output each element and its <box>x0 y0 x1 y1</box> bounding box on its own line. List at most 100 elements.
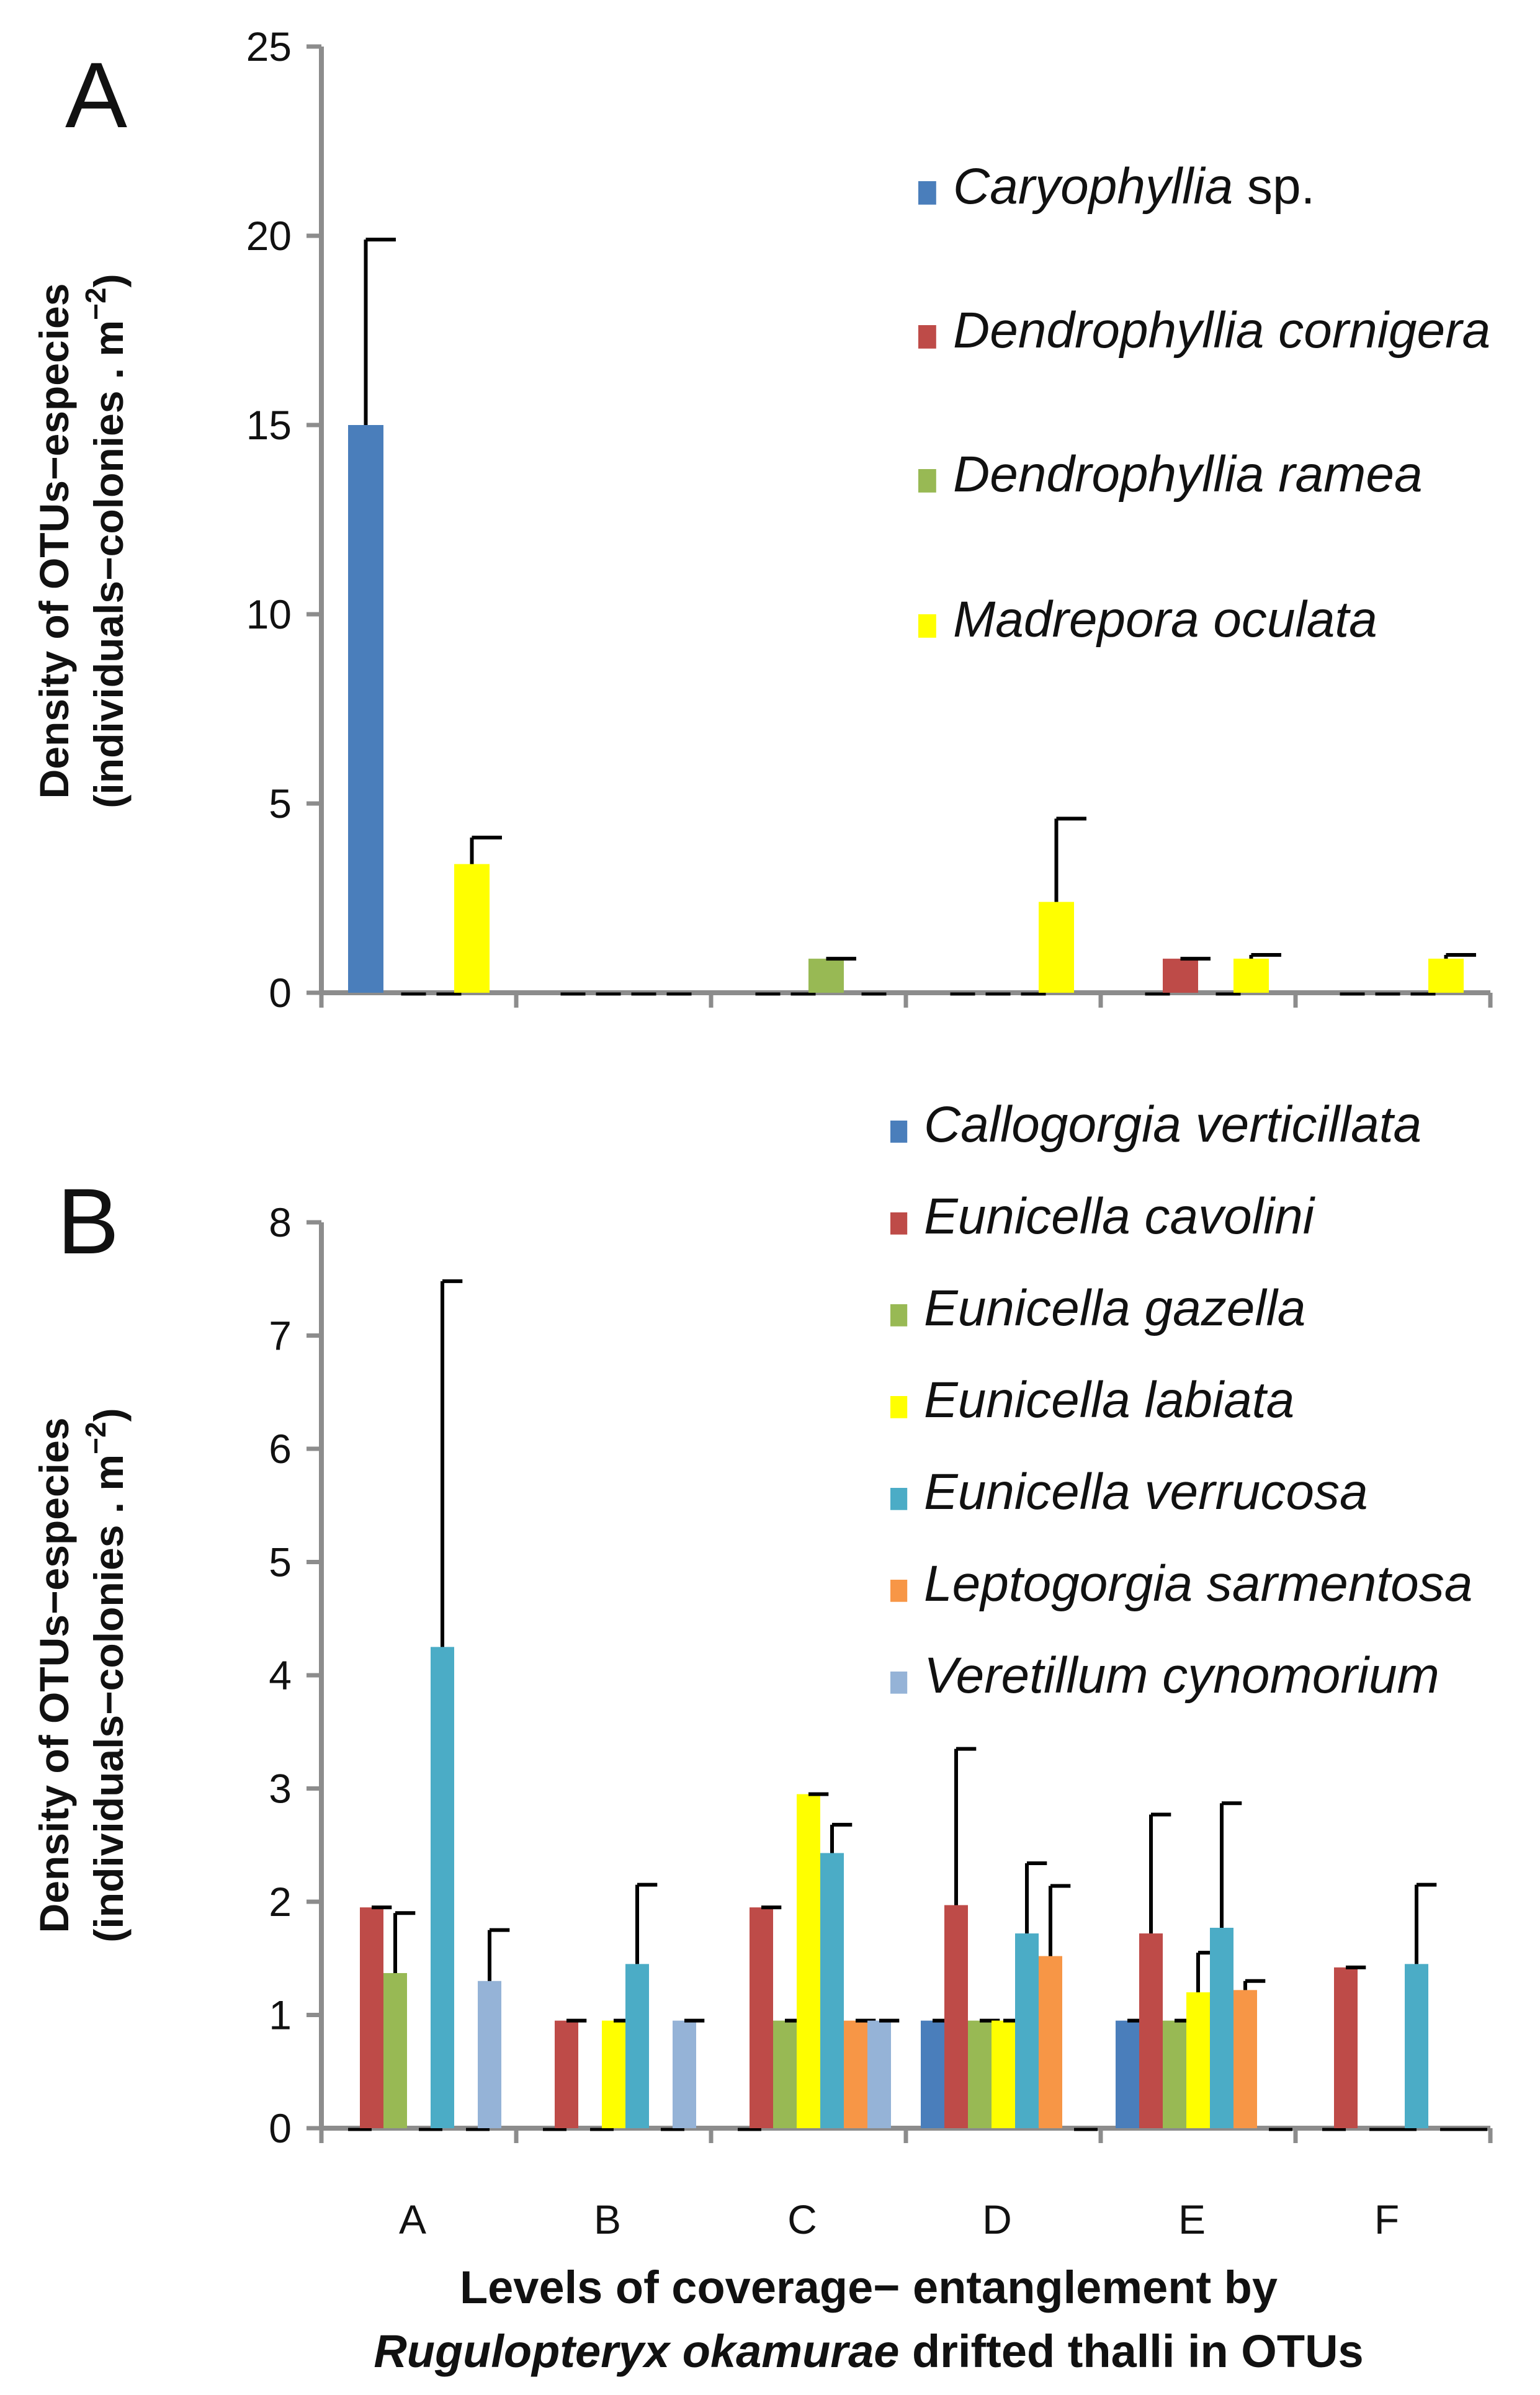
panel-b-bar-eunicella-gazella-d <box>968 2020 992 2128</box>
panel-a-legend-label: Caryophyllia sp. <box>953 158 1315 215</box>
panel-a-bars <box>348 238 1476 996</box>
panel-b-y-tick-label: 5 <box>269 1539 292 1585</box>
panel-b-legend-swatch <box>890 1396 908 1418</box>
x-axis-label-rest: drifted thalli in OTUs <box>899 2326 1363 2377</box>
panel-b-bar-eunicella-verrucosa-f <box>1405 1964 1428 2128</box>
x-tick-label-f: F <box>1374 2196 1399 2242</box>
panel-b-bars <box>348 1279 1487 2131</box>
panel-b-bar-eunicella-labiata-d <box>992 2020 1015 2128</box>
panel-b-legend-swatch <box>890 1212 908 1235</box>
panel-a-y-axis-label: Density of OTUs−especies (individuals−co… <box>31 274 132 808</box>
panel-b-legend-swatch <box>890 1488 908 1510</box>
panel-b-legend-label: Eunicella labiata <box>924 1372 1294 1428</box>
panel-b-bar-veretillum-cynomorium-a <box>478 1981 501 2128</box>
panel-a-y-label-line2: (individuals−colonies . m−2) <box>79 274 132 808</box>
panel-b-legend-label: Veretillum cynomorium <box>924 1647 1439 1704</box>
panel-a-legend-label: Dendrophyllia cornigera <box>953 302 1490 359</box>
panel-b-y-label-exponent: −2 <box>79 1421 112 1454</box>
panel-a-y-tick-label: 0 <box>269 970 292 1016</box>
panel-b-legend-swatch <box>890 1121 908 1143</box>
panel-b-legend-species: Eunicella labiata <box>924 1372 1294 1428</box>
panel-b-chart: B Density of OTUs−especies (individuals−… <box>31 1096 1493 2377</box>
panel-b-x-tick-labels: A B C D E F <box>399 2196 1399 2242</box>
panel-b-bar-leptogorgia-sarmentosa-d <box>1039 1956 1062 2128</box>
panel-b-legend-label: Eunicella verrucosa <box>924 1464 1368 1520</box>
panel-b-legend-species: Veretillum cynomorium <box>924 1647 1439 1704</box>
panel-b-bar-callogorgia-verticillata-e <box>1116 2020 1139 2128</box>
panel-b-legend-label: Callogorgia verticillata <box>924 1096 1421 1153</box>
panel-a-bar-madrepora-oculata-d <box>1039 902 1074 993</box>
panel-b-y-tick-label: 8 <box>269 1199 292 1245</box>
panel-b-y-tick-label: 6 <box>269 1426 292 1472</box>
panel-b-bar-eunicella-cavolini-f <box>1334 1967 1358 2128</box>
panel-b-legend-swatch <box>890 1580 908 1602</box>
x-tick-label-e: E <box>1178 2196 1206 2242</box>
panel-a-y-tick-label: 25 <box>246 24 292 69</box>
panel-b-y-tick-label: 2 <box>269 1879 292 1925</box>
x-axis-label-species: Rugulopteryx okamurae <box>374 2326 899 2377</box>
panel-a-y-tick-label: 15 <box>246 402 292 448</box>
panel-a-bar-dendrophyllia-ramea-c <box>808 959 844 993</box>
x-tick-label-a: A <box>399 2196 426 2242</box>
panel-b-bar-eunicella-verrucosa-c <box>820 1853 844 2128</box>
panel-a-legend-label: Dendrophyllia ramea <box>953 446 1423 503</box>
panel-b-bar-eunicella-gazella-a <box>383 1972 407 2128</box>
panel-b-bar-eunicella-cavolini-c <box>750 1907 773 2128</box>
panel-a-y-label-units: (individuals−colonies . m <box>86 320 132 808</box>
x-tick-label-d: D <box>982 2196 1012 2242</box>
panel-a-y-tick-label: 5 <box>269 781 292 826</box>
panel-b-bar-eunicella-cavolini-d <box>944 1905 968 2128</box>
panel-b-bar-eunicella-cavolini-b <box>555 2020 578 2128</box>
panel-b-bar-eunicella-cavolini-e <box>1139 1933 1163 2128</box>
panel-b-bar-veretillum-cynomorium-c <box>867 2020 891 2128</box>
panel-a-legend-suffix: sp. <box>1233 158 1315 215</box>
panel-b-legend: Callogorgia verticillata Eunicella cavoli… <box>890 1096 1472 1704</box>
panel-a-legend-species: Madrepora oculata <box>953 591 1377 648</box>
panel-a-bar-madrepora-oculata-f <box>1428 959 1464 993</box>
panel-b-bar-veretillum-cynomorium-b <box>673 2020 696 2128</box>
panel-b-legend-species: Eunicella verrucosa <box>924 1464 1368 1520</box>
panel-b-y-tick-label: 3 <box>269 1766 292 1812</box>
panel-b-bar-leptogorgia-sarmentosa-c <box>844 2020 867 2128</box>
panel-a-letter: A <box>65 43 127 147</box>
panel-a-bar-caryophyllia-a <box>348 425 383 993</box>
panel-a-legend-swatch <box>918 325 936 349</box>
panel-a-chart: A Density of OTUs−especies (individuals−… <box>31 24 1493 1016</box>
panel-b-bar-eunicella-cavolini-a <box>360 1907 383 2128</box>
panel-b-legend-species: Leptogorgia sarmentosa <box>924 1556 1472 1612</box>
panel-a-bar-madrepora-oculata-a <box>454 864 490 993</box>
panel-a-bar-madrepora-oculata-e <box>1233 959 1269 993</box>
panel-a-legend-swatch <box>918 181 936 205</box>
x-axis-label-line2: Rugulopteryx okamurae drifted thalli in … <box>374 2326 1363 2377</box>
panel-b-bar-eunicella-labiata-c <box>797 1794 820 2128</box>
panel-b-legend-species: Callogorgia verticillata <box>924 1096 1421 1153</box>
panel-b-bar-eunicella-verrucosa-b <box>625 1964 649 2128</box>
panel-b-y-tick-label: 1 <box>269 1992 292 2038</box>
panel-a-y-label-line1: Density of OTUs−especies <box>31 284 77 799</box>
panel-b-bar-eunicella-gazella-c <box>773 2020 797 2128</box>
panel-b-bar-eunicella-verrucosa-d <box>1015 1933 1039 2128</box>
panel-a-legend-species: Dendrophyllia ramea <box>953 446 1423 503</box>
panel-a-legend-species: Caryophyllia <box>953 158 1233 215</box>
panel-b-bar-eunicella-verrucosa-a <box>431 1647 454 2128</box>
panel-a-y-label-close: ) <box>86 274 132 287</box>
panel-b-legend-label: Leptogorgia sarmentosa <box>924 1556 1472 1612</box>
panel-b-y-label-close: ) <box>86 1408 132 1421</box>
x-tick-label-b: B <box>594 2196 621 2242</box>
panel-a-y-tick-label: 20 <box>246 213 292 259</box>
panel-b-y-tick-label: 7 <box>269 1313 292 1359</box>
panel-a-legend-swatch <box>918 469 936 493</box>
panel-b-bar-eunicella-gazella-e <box>1163 2020 1186 2128</box>
panel-b-y-tick-label: 4 <box>269 1652 292 1698</box>
panel-b-bar-callogorgia-verticillata-d <box>921 2020 944 2128</box>
panel-b-legend-species: Eunicella gazella <box>924 1280 1305 1336</box>
panel-b-bar-leptogorgia-sarmentosa-e <box>1233 1990 1257 2128</box>
panel-a-legend-swatch <box>918 614 936 638</box>
panel-a-y-label-exponent: −2 <box>79 287 112 320</box>
panel-b-bar-eunicella-labiata-b <box>602 2020 625 2128</box>
panel-b-legend-label: Eunicella cavolini <box>924 1188 1316 1245</box>
panel-b-y-label-line1: Density of OTUs−especies <box>31 1418 77 1933</box>
panel-b-y-axis-label: Density of OTUs−especies (individuals−co… <box>31 1408 132 1942</box>
panel-b-y-label-units: (individuals−colonies . m <box>86 1454 132 1943</box>
panel-a-y-tick-label: 10 <box>246 591 292 637</box>
